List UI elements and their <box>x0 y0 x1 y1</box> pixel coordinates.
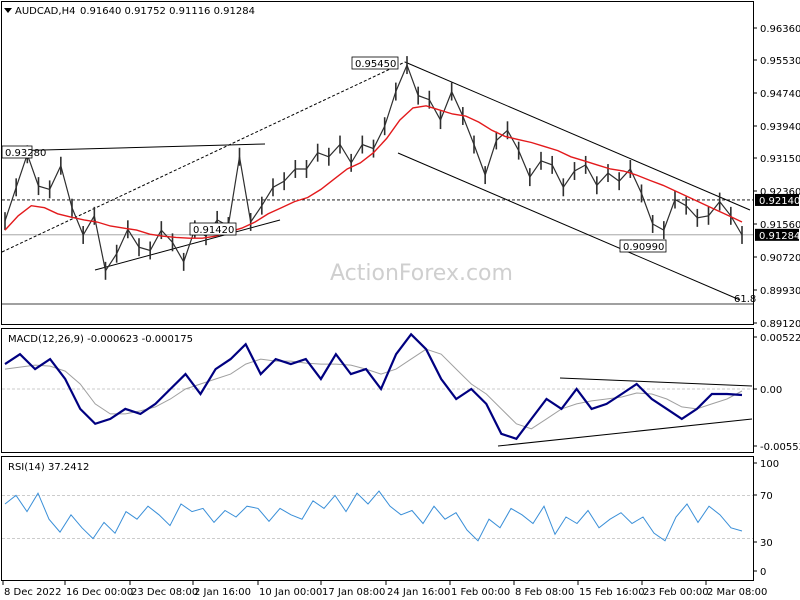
trendline <box>4 143 266 152</box>
rsi-title: RSI(14) 37.2412 <box>8 462 89 473</box>
annotation-box <box>189 222 237 236</box>
price-tick-label: 0.95530 <box>760 56 800 67</box>
time-tick-label: 1 Feb 00:00 <box>451 587 510 598</box>
price-tick-label: 0.92360 <box>760 187 800 198</box>
annotation-label: 0.91420 <box>193 225 234 236</box>
annotation-box <box>619 239 667 253</box>
watermark: ActionForex.com <box>330 261 513 286</box>
time-tick-label: 24 Jan 16:00 <box>387 587 450 598</box>
rsi-tick-label: 70 <box>760 491 773 502</box>
macd-line <box>4 332 743 441</box>
macd-trendline <box>497 418 753 447</box>
trendline <box>94 219 281 271</box>
time-tick-label: 23 Dec 08:00 <box>131 587 198 598</box>
time-tick-label: 10 Jan 00:00 <box>259 587 322 598</box>
ma-line <box>4 105 743 239</box>
price-tick-label: 0.90720 <box>760 253 800 264</box>
moving-average <box>4 105 743 239</box>
annotation-box <box>1 145 33 159</box>
annotation-label: 0.95450 <box>355 59 396 70</box>
rsi-tick-label: 30 <box>760 538 773 549</box>
trendline <box>397 152 741 301</box>
annotation-label: 0.90990 <box>623 242 664 253</box>
annotation-label: 0.93280 <box>5 148 46 159</box>
rsi-line <box>4 490 743 542</box>
annotations: 0.95450 0.91420 0.90990 0.93280 61.8 <box>1 56 756 305</box>
rsi-tick-label: 0 <box>760 567 766 578</box>
price-tick-label: 0.94740 <box>760 89 800 100</box>
time-tick-label: 23 Feb 00:00 <box>643 587 709 598</box>
price-marker-label: 0.92140 <box>759 196 800 207</box>
time-tick-label: 2 Mar 08:00 <box>707 587 767 598</box>
price-marker-label: 0.91284 <box>759 231 800 242</box>
time-tick-label: 2 Jan 16:00 <box>194 587 251 598</box>
price-tick-label: 0.91560 <box>760 220 800 231</box>
fib-label: 61.8 <box>734 294 756 305</box>
dropdown-arrow-icon[interactable] <box>4 8 12 13</box>
axes: 0.96360 0.95530 0.94740 0.93940 0.93150 0.923… <box>2 24 800 598</box>
time-tick-label: 17 Jan 08:00 <box>322 587 385 598</box>
macd-tick-label: 0.00 <box>760 385 782 396</box>
trendline <box>1 61 406 253</box>
price-tick-label: 0.89120 <box>760 319 800 330</box>
price-tick-label: 0.96360 <box>760 24 800 35</box>
rsi-line <box>4 490 743 542</box>
trendline <box>404 61 751 211</box>
price-marker-box <box>755 193 799 206</box>
price-tick-label: 0.93150 <box>760 154 800 165</box>
price-tick-label: 0.89930 <box>760 286 800 297</box>
macd-tick-label: -0.00553 <box>760 442 800 453</box>
macd-title: MACD(12,26,9) -0.000623 -0.000175 <box>8 334 193 345</box>
price-tick-label: 0.93940 <box>760 122 800 133</box>
symbol-label: AUDCAD,H4 <box>15 6 75 17</box>
trendlines <box>1 61 753 447</box>
macd-trendline <box>559 377 753 387</box>
time-tick-label: 8 Feb 08:00 <box>515 587 574 598</box>
macd-lines <box>4 332 743 441</box>
price-marker-box <box>755 228 799 241</box>
annotation-box <box>351 56 399 70</box>
macd-panel-frame <box>1 328 754 453</box>
signal-line <box>4 348 743 430</box>
rsi-tick-label: 100 <box>760 459 779 470</box>
rsi-panel-frame <box>1 456 754 581</box>
ohlc-readout: 0.91640 0.91752 0.91116 0.91284 <box>80 6 255 17</box>
macd-tick-label: 0.005225 <box>760 333 800 344</box>
time-tick-label: 15 Feb 16:00 <box>579 587 645 598</box>
time-tick-label: 8 Dec 2022 <box>4 587 62 598</box>
time-tick-label: 16 Dec 00:00 <box>66 587 133 598</box>
price-panel-frame <box>1 1 754 325</box>
